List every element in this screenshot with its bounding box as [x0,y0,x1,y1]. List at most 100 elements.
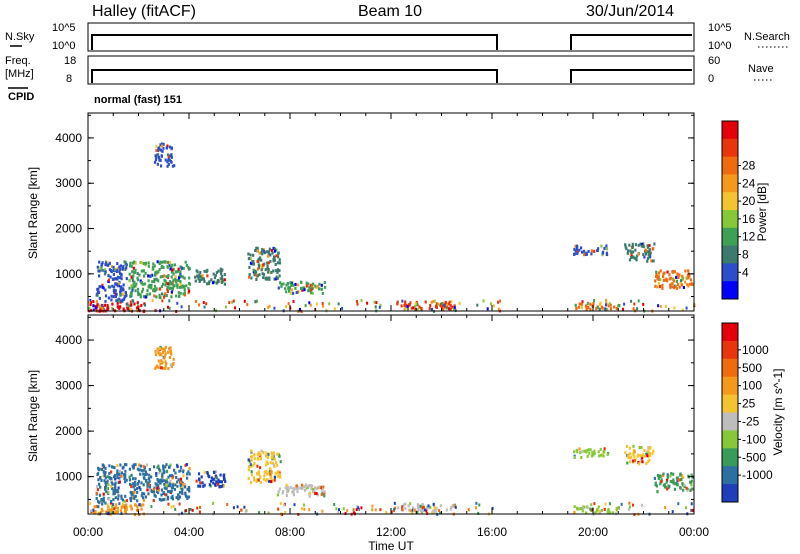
data-cell [274,471,277,475]
data-cell [116,476,119,480]
data-cell [143,492,146,496]
data-cell [669,276,672,280]
power-colorbar-label: Power [dB] [755,183,769,242]
data-cell [308,301,311,305]
data-cell [407,304,410,308]
data-cell [669,474,672,478]
data-cell [276,276,279,280]
data-cell [212,272,215,276]
data-cell [142,503,145,507]
data-cell [154,353,158,357]
data-cell [177,478,180,482]
data-cell [185,264,188,267]
data-cell [106,308,109,312]
data-cell [175,278,178,282]
data-cell [598,454,601,458]
data-cell [443,303,446,307]
data-cell [119,276,122,280]
data-cell [164,158,167,162]
data-cell [425,509,428,513]
data-cell [585,251,588,255]
data-cell [396,300,399,304]
data-cell [274,277,277,281]
data-cell [111,306,114,310]
data-cell [161,149,164,153]
data-cell [607,507,610,511]
data-cell [588,448,591,452]
data-cell [136,487,139,491]
data-cell [662,483,665,487]
data-cell [114,268,117,272]
data-cell [680,478,683,481]
data-cell [133,513,136,517]
data-cell [177,267,180,271]
data-cell [169,463,172,467]
data-cell [181,492,184,496]
data-cell [583,449,586,453]
data-cell [296,490,299,494]
data-cell [133,280,136,284]
data-cell [634,243,637,247]
data-cell [266,261,269,265]
data-cell [123,477,126,481]
data-cell [128,304,131,308]
data-cell [96,303,99,307]
freq-panel [87,55,695,85]
data-cell [146,482,149,486]
data-cell [689,488,692,492]
data-cell [104,476,107,480]
data-cell [411,508,414,512]
data-cell [105,510,108,514]
data-cell [156,486,159,490]
data-cell [258,511,261,515]
data-cell [250,470,253,474]
nsky-tick-top: 10^5 [52,22,76,34]
data-cell [214,483,217,487]
data-cell [107,491,110,495]
data-cell [270,455,273,459]
data-cell [133,495,136,499]
data-cell [128,490,132,494]
colorbar-segment [722,210,738,229]
data-cell [110,481,113,485]
data-cell [647,454,650,458]
data-cell [403,307,406,311]
data-cell [249,257,252,261]
data-cell [177,291,180,295]
data-cell [148,473,151,477]
data-cell [585,307,588,311]
data-cell [140,269,143,273]
data-cell [686,488,689,492]
data-cell [171,494,174,498]
data-cell [647,446,650,450]
data-cell [605,247,609,251]
data-cell [633,302,636,306]
data-cell [267,305,270,309]
data-cell [131,261,134,265]
data-cell [140,504,143,508]
data-cell [118,299,121,303]
data-cell [489,302,492,306]
data-cell [393,501,396,505]
data-cell [137,508,140,512]
data-cell [167,274,170,278]
data-cell [166,497,170,501]
y-tick-label: 2000 [55,222,82,236]
data-cell [168,299,171,303]
data-cell [401,508,404,512]
data-cell [176,285,179,289]
data-cell [185,494,188,498]
data-cell [401,299,404,303]
data-cell [675,275,678,279]
data-cell [122,283,125,287]
data-cell [375,301,378,305]
data-cell [137,293,140,297]
data-cell [116,464,119,467]
data-cell [111,284,114,288]
data-cell [99,485,102,489]
data-cell [131,279,135,282]
data-cell [292,291,295,295]
data-cell [95,497,98,500]
data-cell [142,262,145,265]
data-cell [580,302,583,306]
